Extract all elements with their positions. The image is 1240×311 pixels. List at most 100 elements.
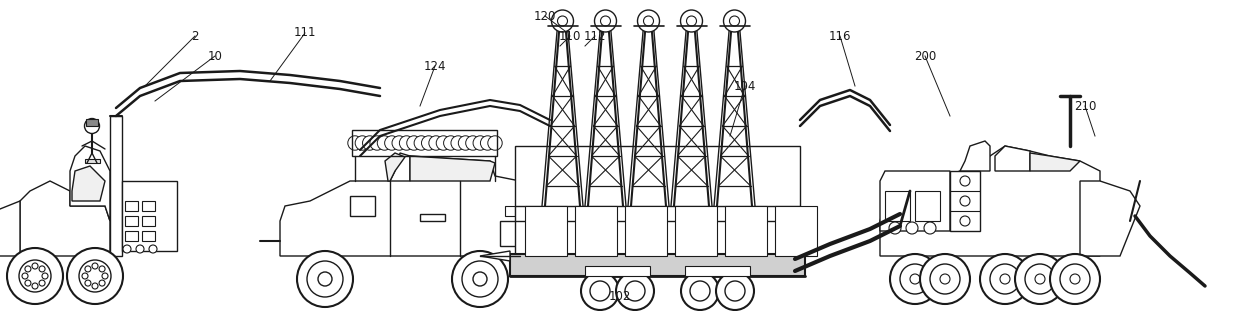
Circle shape — [1035, 274, 1045, 284]
Bar — [675, 206, 717, 256]
Circle shape — [92, 283, 98, 289]
Bar — [420, 214, 445, 221]
Circle shape — [889, 222, 901, 234]
Circle shape — [32, 283, 38, 289]
Circle shape — [149, 245, 157, 253]
Circle shape — [453, 251, 508, 307]
Polygon shape — [391, 153, 410, 181]
Circle shape — [25, 266, 31, 272]
Circle shape — [960, 176, 970, 186]
Circle shape — [990, 264, 1021, 294]
Circle shape — [681, 272, 719, 310]
Polygon shape — [950, 171, 980, 231]
Circle shape — [436, 136, 450, 150]
Circle shape — [459, 136, 472, 150]
Text: 124: 124 — [424, 59, 446, 72]
Circle shape — [552, 10, 573, 32]
Circle shape — [308, 261, 343, 297]
Polygon shape — [86, 119, 98, 126]
Text: 10: 10 — [207, 49, 222, 63]
Circle shape — [1050, 254, 1100, 304]
Circle shape — [715, 272, 754, 310]
Circle shape — [558, 16, 568, 26]
Circle shape — [616, 272, 653, 310]
Circle shape — [422, 136, 436, 150]
Circle shape — [463, 261, 498, 297]
Circle shape — [960, 196, 970, 206]
Circle shape — [681, 10, 703, 32]
Polygon shape — [384, 153, 405, 181]
Circle shape — [920, 254, 970, 304]
Circle shape — [600, 16, 610, 26]
Circle shape — [1060, 264, 1090, 294]
Circle shape — [377, 136, 392, 150]
Circle shape — [84, 280, 91, 286]
Circle shape — [99, 266, 105, 272]
Bar — [143, 231, 155, 241]
Text: 210: 210 — [1074, 100, 1096, 113]
Circle shape — [407, 136, 422, 150]
Circle shape — [136, 245, 144, 253]
Circle shape — [362, 136, 377, 150]
Circle shape — [84, 266, 91, 272]
Circle shape — [79, 260, 112, 292]
Circle shape — [474, 136, 487, 150]
Circle shape — [1016, 254, 1065, 304]
Circle shape — [1070, 274, 1080, 284]
Bar — [110, 116, 122, 256]
Bar — [515, 146, 800, 256]
Circle shape — [370, 136, 384, 150]
Circle shape — [22, 273, 29, 279]
Circle shape — [414, 136, 429, 150]
Polygon shape — [880, 171, 950, 231]
Polygon shape — [0, 201, 20, 256]
Text: 120: 120 — [533, 10, 557, 22]
Polygon shape — [410, 156, 495, 181]
Bar — [585, 266, 650, 276]
Text: 2: 2 — [191, 30, 198, 43]
Text: 112: 112 — [584, 30, 606, 43]
Bar — [575, 206, 618, 256]
Circle shape — [999, 274, 1011, 284]
Circle shape — [890, 254, 940, 304]
Bar — [86, 159, 100, 163]
Bar — [510, 254, 805, 276]
Polygon shape — [994, 146, 1030, 171]
Bar — [122, 181, 177, 251]
Circle shape — [940, 274, 950, 284]
Circle shape — [480, 136, 495, 150]
Circle shape — [92, 263, 98, 269]
Circle shape — [689, 281, 711, 301]
Bar — [500, 221, 520, 246]
Circle shape — [399, 136, 414, 150]
Bar — [885, 191, 910, 221]
Polygon shape — [69, 146, 110, 221]
Text: 111: 111 — [294, 26, 316, 39]
Bar — [684, 266, 750, 276]
Circle shape — [582, 272, 619, 310]
Polygon shape — [1080, 181, 1140, 256]
Bar — [350, 196, 374, 216]
Circle shape — [594, 10, 616, 32]
Polygon shape — [280, 156, 520, 256]
Circle shape — [451, 136, 465, 150]
Circle shape — [84, 118, 99, 133]
Polygon shape — [960, 141, 990, 171]
Circle shape — [384, 136, 399, 150]
Circle shape — [123, 245, 131, 253]
Circle shape — [429, 136, 443, 150]
Circle shape — [637, 10, 660, 32]
Circle shape — [40, 266, 45, 272]
Text: 116: 116 — [828, 30, 851, 43]
Circle shape — [25, 280, 31, 286]
Circle shape — [102, 273, 108, 279]
Circle shape — [32, 263, 38, 269]
Bar — [915, 191, 940, 221]
Circle shape — [906, 222, 918, 234]
Polygon shape — [72, 166, 105, 201]
Circle shape — [625, 281, 645, 301]
Circle shape — [19, 260, 51, 292]
Bar — [505, 206, 515, 216]
Bar — [725, 206, 768, 256]
Circle shape — [355, 136, 370, 150]
